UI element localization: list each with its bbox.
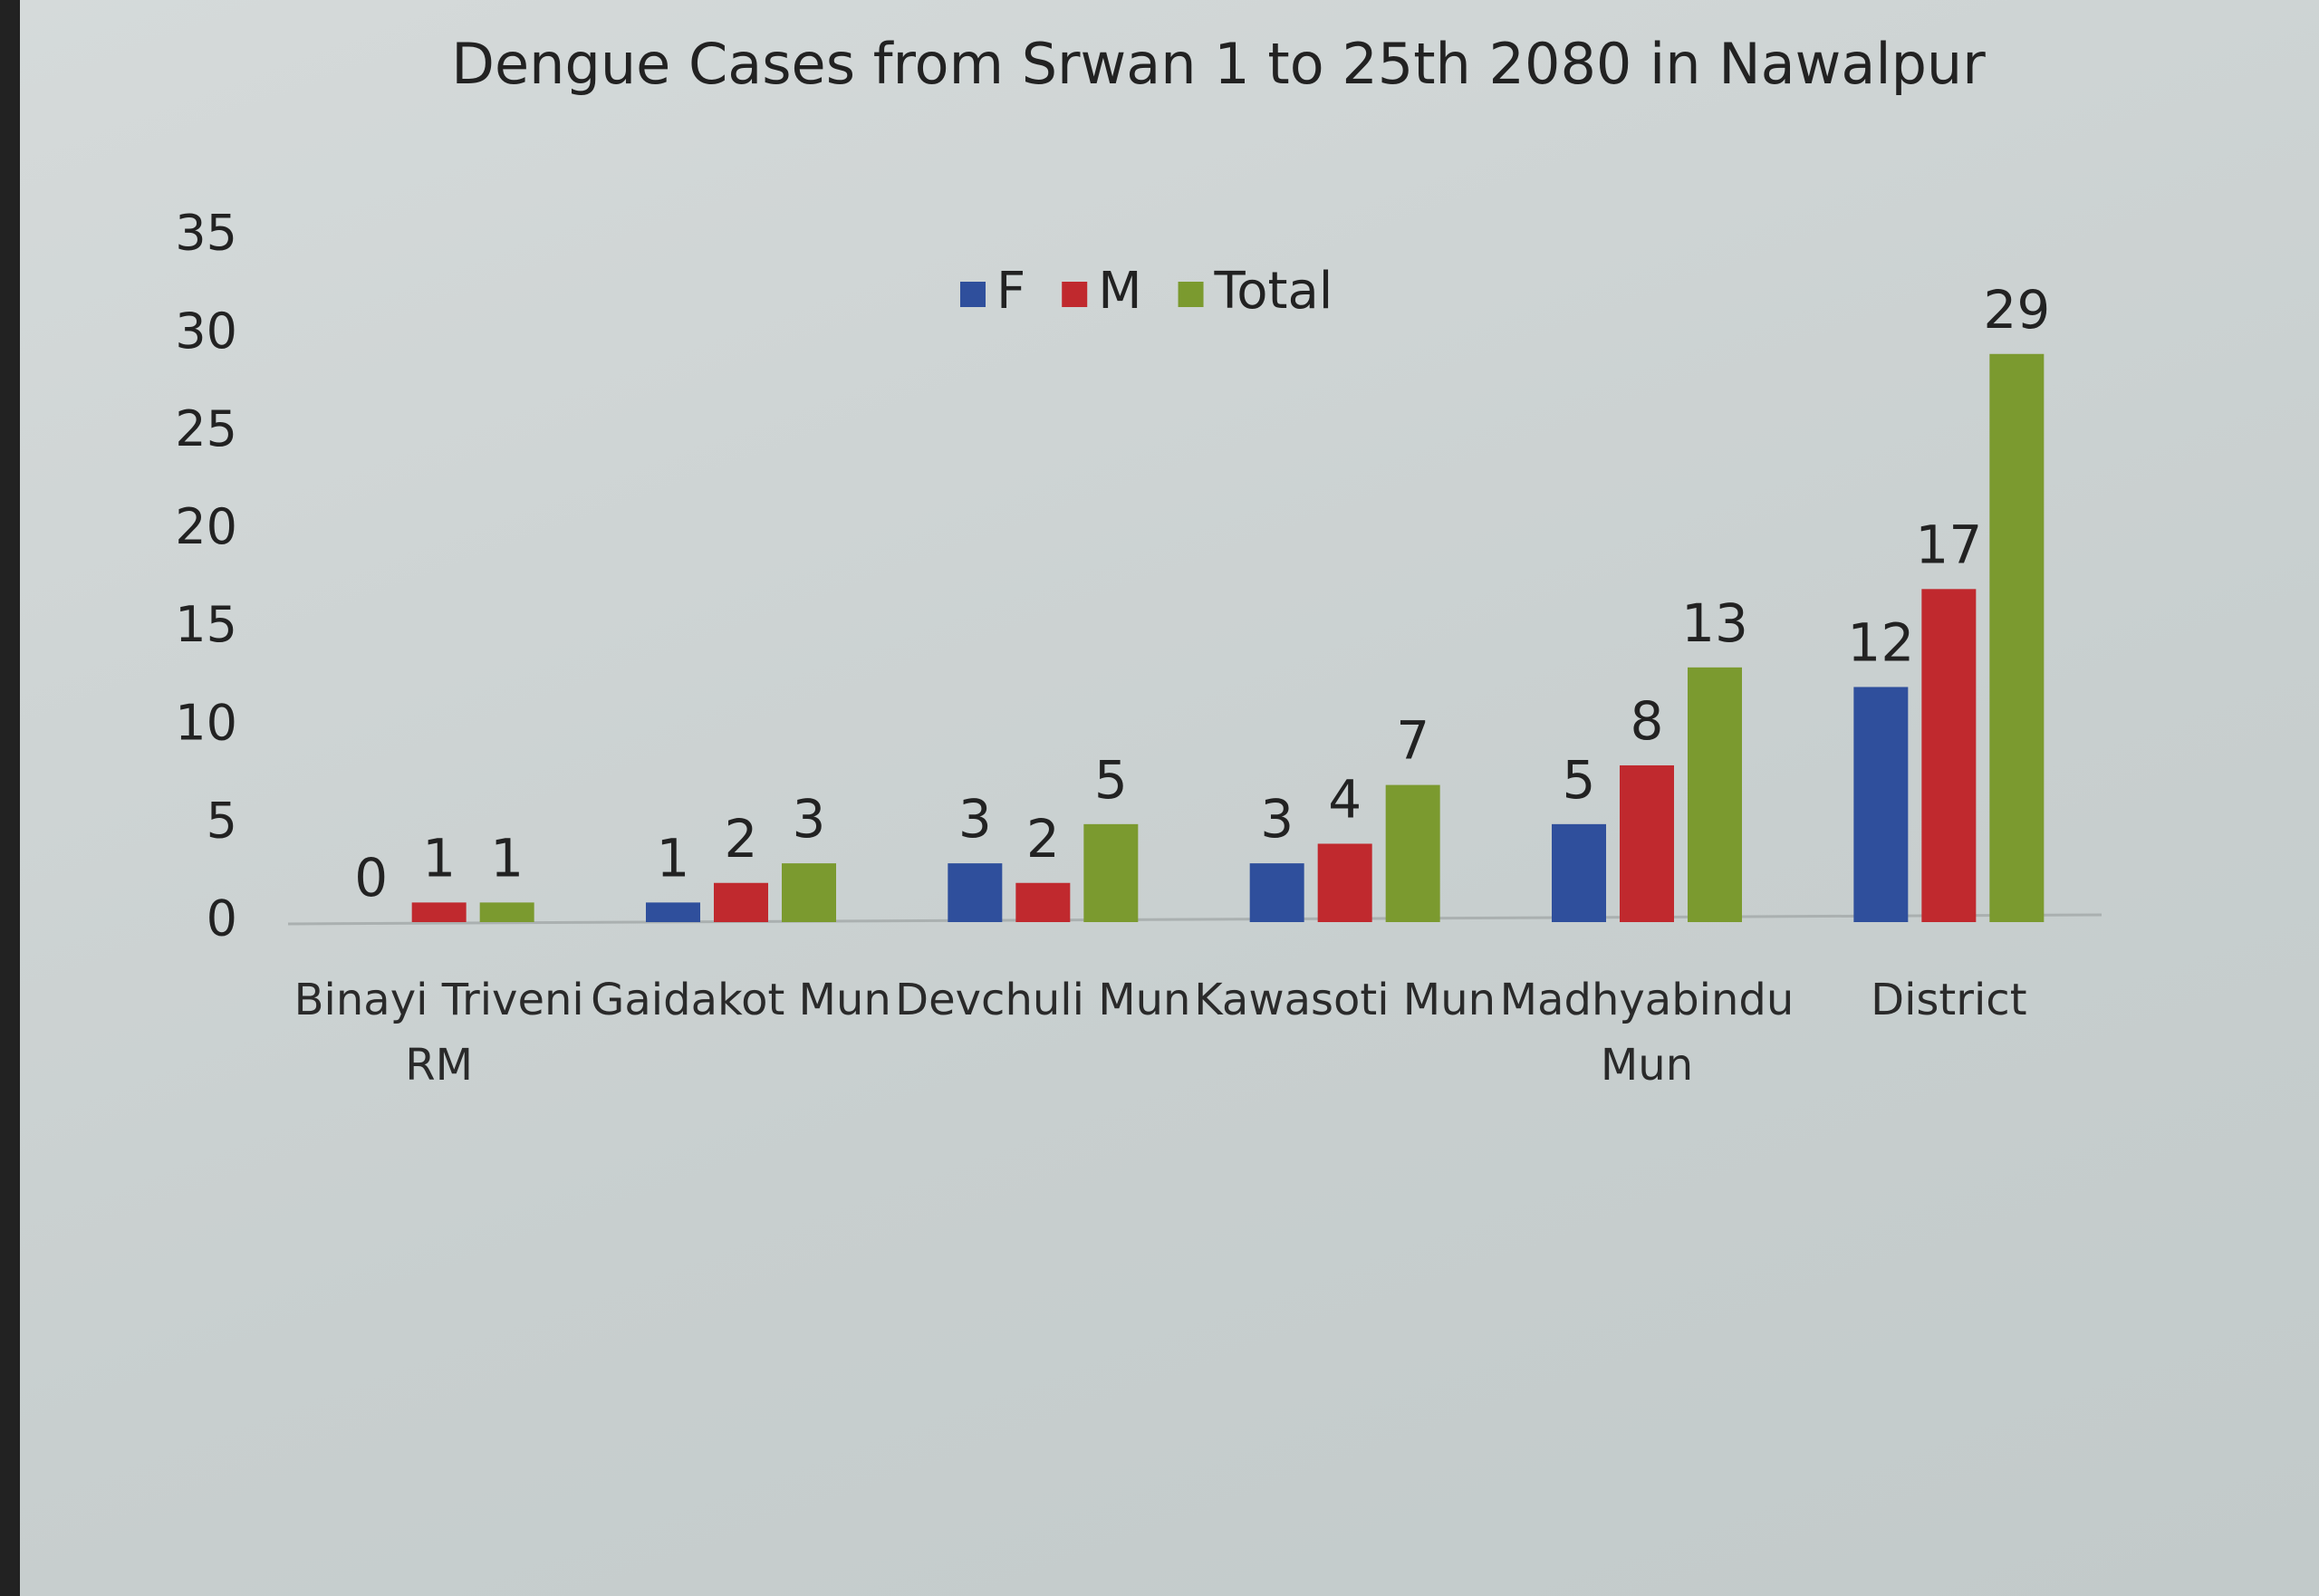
bar [1853,687,1909,922]
legend-label: M [1098,262,1141,321]
x-tick-label: Gaidakot Mun [591,975,891,1025]
x-tick-label: Kawasoti Mun [1194,975,1496,1025]
y-tick-label: 5 [207,792,237,849]
data-label: 8 [1631,690,1664,752]
bar [1083,823,1139,922]
legend-label: Total [1214,262,1333,321]
data-label: 5 [1563,749,1596,811]
y-tick-label: 30 [175,303,237,360]
bar [782,863,836,922]
x-tick-label: Devchuli Mun [895,975,1191,1025]
x-axis-line [287,913,2102,926]
data-label: 12 [1847,612,1914,674]
bar [1620,764,1674,922]
bar [1688,667,1742,922]
legend-label: F [996,262,1025,321]
bar [646,902,700,922]
bar [1015,882,1071,922]
data-label: 29 [1983,279,2050,341]
data-label: 3 [958,788,992,850]
data-label: 13 [1681,592,1748,654]
data-label: 2 [725,808,758,870]
data-label: 3 [793,788,826,850]
bar [1249,863,1304,922]
data-label: 3 [1260,788,1294,850]
legend-swatch [960,282,986,307]
screen-edge [0,0,20,1596]
data-label: 7 [1396,710,1429,772]
y-tick-label: 25 [175,400,237,457]
data-label: 1 [490,827,524,889]
bar [714,882,768,922]
data-label: 0 [354,847,388,909]
bar [411,902,467,922]
bar [1317,843,1372,922]
x-tick-label: District [1871,975,2027,1025]
x-tick-label: Binayi Triveni RM [293,975,584,1091]
data-label: 1 [422,827,456,889]
y-tick-label: 0 [207,890,237,947]
bar [479,902,534,922]
bar [948,863,1003,922]
bar [1989,353,2045,922]
data-label: 17 [1915,514,1982,575]
y-tick-label: 15 [175,596,237,653]
data-label: 5 [1094,749,1128,811]
data-label: 4 [1328,769,1362,831]
bar [1921,589,1977,922]
y-tick-label: 20 [175,498,237,555]
y-tick-label: 35 [175,205,237,262]
data-label: 1 [657,827,690,889]
legend-swatch [1062,282,1088,307]
x-tick-label: Madhyabindu Mun [1499,975,1795,1091]
bar [1385,784,1440,922]
data-label: 2 [1026,808,1060,870]
legend-swatch [1178,282,1204,307]
bar [1552,823,1606,922]
y-tick-label: 10 [175,694,237,751]
chart-title: Dengue Cases from Srwan 1 to 25th 2080 i… [451,31,1986,97]
